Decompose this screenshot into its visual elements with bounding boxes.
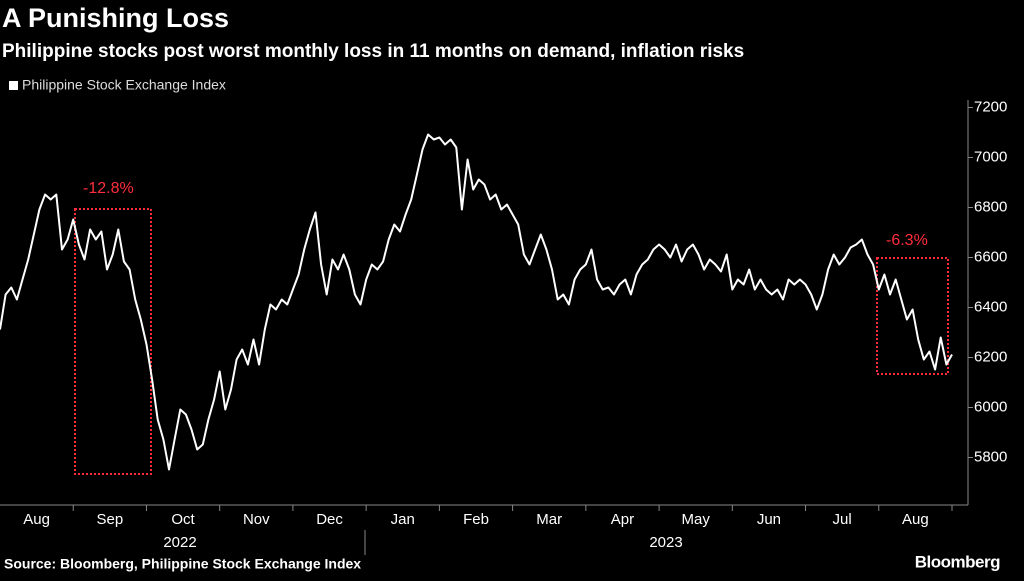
source: Source: Bloomberg, Philippine Stock Exch…	[4, 556, 361, 572]
x-tick-label: Dec	[316, 511, 343, 528]
legend-label: Philippine Stock Exchange Index	[22, 77, 226, 93]
x-tick-label: Mar	[536, 511, 562, 528]
brand: Bloomberg	[915, 552, 1000, 571]
x-tick-label: Oct	[171, 511, 195, 528]
chart-subtitle: Philippine stocks post worst monthly los…	[2, 41, 744, 62]
x-tick-label: Apr	[611, 511, 634, 528]
legend-swatch	[9, 81, 18, 90]
year-label: 2022	[163, 534, 196, 551]
x-tick-label: Nov	[243, 511, 270, 528]
y-tick-label: 6000	[974, 398, 1007, 415]
year-label: 2023	[649, 534, 682, 551]
annotation-box	[74, 208, 152, 475]
x-tick-label: Feb	[463, 511, 489, 528]
x-tick-label: Jul	[833, 511, 852, 528]
annotation-box	[876, 257, 949, 375]
annotation-label: -6.3%	[886, 232, 928, 249]
y-tick-label: 6400	[974, 298, 1007, 315]
annotation-label: -12.8%	[83, 180, 134, 197]
y-tick-label: 7200	[974, 98, 1007, 115]
chart-title: A Punishing Loss	[2, 3, 229, 33]
y-tick-label: 6200	[974, 348, 1007, 365]
y-tick-label: 6800	[974, 198, 1007, 215]
x-tick-label: Aug	[902, 511, 929, 528]
y-tick-label: 5800	[974, 448, 1007, 465]
x-tick-label: Aug	[23, 511, 50, 528]
x-tick-label: Jan	[391, 511, 415, 528]
price-line	[0, 133, 953, 471]
x-tick-label: May	[682, 511, 711, 528]
y-tick-label: 6600	[974, 248, 1007, 265]
x-tick-label: Sep	[96, 511, 123, 528]
y-tick-label: 7000	[974, 148, 1007, 165]
x-tick-label: Jun	[757, 511, 781, 528]
